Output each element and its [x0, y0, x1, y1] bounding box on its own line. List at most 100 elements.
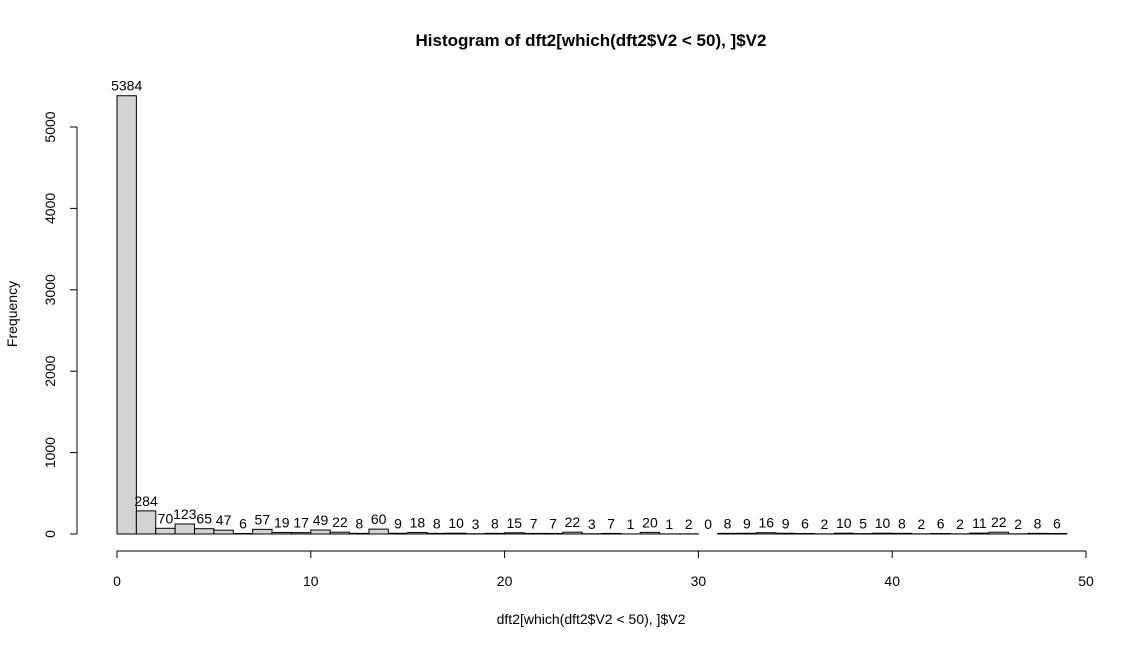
y-axis: 0 1000 2000 3000 4000 5000 [42, 111, 78, 538]
y-tick-label: 3000 [42, 274, 58, 305]
bar-count-label: 2 [685, 516, 693, 532]
histogram-bar [736, 532, 758, 535]
histogram-bar [601, 532, 622, 535]
bar-count-label: 6 [1053, 516, 1061, 532]
bar-count-label: 3 [472, 516, 480, 532]
bar-count-label: 5 [859, 516, 867, 532]
bar-count-label: 8 [355, 515, 363, 531]
bar-count-label: 8 [1034, 515, 1042, 531]
histogram-bar [155, 527, 176, 535]
bar-count-label: 2 [820, 516, 828, 532]
bar-count-label: 18 [410, 515, 426, 531]
bar-count-label: 9 [394, 515, 402, 531]
bar-count-label: 3 [588, 516, 596, 532]
bar-count-label: 49 [313, 512, 329, 528]
x-axis: 0 10 20 30 40 50 [113, 550, 1094, 589]
bar-count-label: 7 [530, 515, 538, 531]
histogram-bar [135, 510, 157, 535]
bar-count-label: 2 [917, 516, 925, 532]
bar-count-label: 6 [239, 516, 247, 532]
y-axis-label: Frequency [4, 281, 20, 347]
bar-count-label: 7 [549, 515, 557, 531]
bar-count-label: 10 [448, 515, 464, 531]
histogram-bar [504, 532, 525, 535]
bar-count-label: 1 [665, 516, 673, 532]
histogram-bar [174, 523, 196, 535]
histogram-bar [194, 528, 215, 535]
histogram-bar [1027, 532, 1048, 535]
bar-count-label: 65 [196, 511, 212, 527]
x-tick-label: 40 [884, 573, 900, 589]
histogram-bar [717, 532, 738, 535]
bar-count-label: 6 [801, 516, 809, 532]
bar-count-label: 9 [782, 515, 790, 531]
bar-count-label: 123 [173, 506, 197, 522]
bar-count-label: 5384 [111, 78, 142, 94]
x-tick-label: 20 [497, 573, 513, 589]
bar-count-label: 8 [491, 515, 499, 531]
histogram-bar [310, 529, 331, 535]
bar-count-label: 11 [972, 515, 987, 531]
histogram-bar [445, 532, 467, 535]
bar-count-label: 9 [743, 515, 751, 531]
histogram-bar [484, 532, 506, 535]
x-tick-label: 10 [303, 573, 319, 589]
x-tick-label: 0 [113, 573, 121, 589]
bar-count-label: 22 [991, 514, 1007, 530]
bar-count-label: 22 [565, 514, 581, 530]
bar-count-label: 8 [433, 515, 441, 531]
bar-count-label: 19 [274, 514, 290, 530]
bar-count-label: 1 [627, 516, 635, 532]
bars-group [116, 95, 1068, 535]
x-axis-label: dft2[which(dft2$V2 < 50), ]$V2 [497, 611, 686, 627]
bar-count-label: 60 [371, 511, 387, 527]
x-tick-label: 30 [691, 573, 707, 589]
histogram-bar [349, 532, 370, 535]
histogram-bar [213, 529, 234, 535]
x-tick-label: 50 [1078, 573, 1094, 589]
y-tick-label: 4000 [42, 193, 58, 224]
bar-count-label: 8 [724, 515, 732, 531]
bar-count-label: 2 [1014, 516, 1022, 532]
histogram-bar [872, 532, 893, 535]
chart-title: Histogram of dft2[which(dft2$V2 < 50), ]… [416, 31, 767, 50]
y-tick-label: 1000 [42, 437, 58, 468]
histogram-bar [116, 95, 137, 535]
bar-count-label: 22 [332, 514, 348, 530]
y-tick-label: 5000 [42, 111, 58, 142]
histogram-bar [407, 532, 428, 535]
bar-count-label: 15 [507, 515, 523, 531]
bar-count-label: 17 [293, 515, 309, 531]
histogram-bar [368, 528, 389, 535]
bar-count-label: 8 [898, 515, 906, 531]
histogram-bar [523, 532, 544, 535]
histogram-bar [988, 531, 1009, 535]
histogram-bar [271, 531, 292, 535]
histogram-bar [426, 532, 447, 535]
bar-count-label: 20 [642, 514, 658, 530]
histogram-bar [833, 532, 854, 535]
bar-count-label: 6 [937, 516, 945, 532]
histogram-bar [639, 531, 661, 535]
histogram-bar [891, 532, 913, 535]
histogram-bar [562, 531, 583, 535]
histogram-bar [387, 532, 409, 535]
bar-count-label: 70 [158, 510, 174, 526]
bar-count-label: 284 [134, 493, 158, 509]
bar-count-label: 10 [836, 515, 852, 531]
bar-count-label: 0 [704, 516, 712, 532]
histogram-bar [252, 528, 273, 535]
bar-count-label: 16 [758, 515, 774, 531]
histogram-bar [775, 532, 796, 535]
bar-count-label: 57 [255, 511, 271, 527]
histogram-bar [290, 532, 312, 535]
histogram-bar [542, 532, 564, 535]
bar-count-label: 2 [956, 516, 964, 532]
bar-count-label: 7 [607, 515, 615, 531]
histogram-bar [756, 532, 777, 535]
histogram-bar [329, 531, 351, 535]
bar-count-label: 47 [216, 512, 232, 528]
y-tick-label: 0 [42, 530, 58, 538]
